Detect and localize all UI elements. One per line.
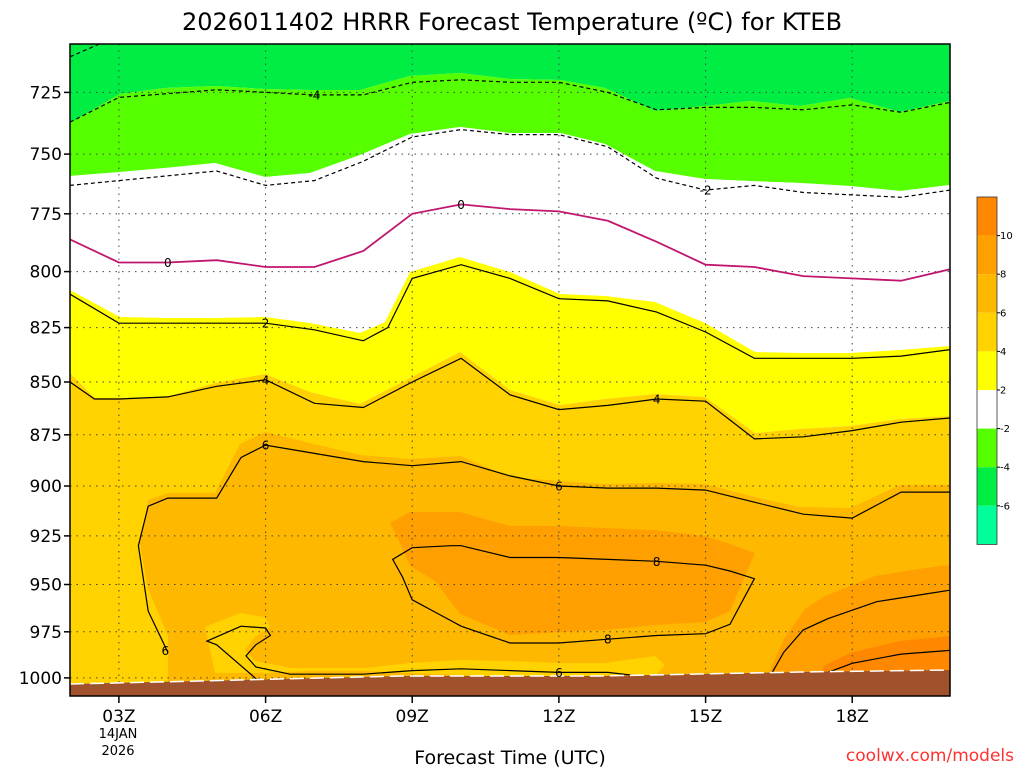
contour-line-minus4-1 <box>70 79 950 123</box>
contour-label-10: 6 <box>555 666 563 680</box>
contour-label-7: 6 <box>262 439 270 453</box>
colorbar-label-4: 2 <box>1000 386 1006 397</box>
x-tick-label-18Z: 18Z <box>836 707 869 727</box>
ground <box>70 670 950 696</box>
contour-line-minus2-2 <box>70 128 950 198</box>
band-below-minus4 <box>70 44 950 123</box>
colorbar-label-5: -2 <box>1000 424 1010 435</box>
y-tick-label-975: 975 <box>30 623 62 643</box>
contour-line-6-6 <box>137 444 950 653</box>
y-tick-label-1000: 1000 <box>19 669 62 689</box>
y-tick-label-825: 825 <box>30 319 62 339</box>
x-tick-label-12Z: 12Z <box>542 707 575 727</box>
y-tick-label-750: 750 <box>30 145 62 165</box>
x-tick-label-03Z: 03Z <box>102 707 135 727</box>
chart-title: 2026011402 HRRR Forecast Temperature (ºC… <box>182 8 842 36</box>
contour-line-0-3 <box>70 203 950 282</box>
contour-label-11: 8 <box>653 555 661 569</box>
colorbar-label-3: 4 <box>1000 347 1006 358</box>
colorbar-bin-4 <box>977 351 997 390</box>
colorbar: 10 8 6 4 2 -2 -4 -6 <box>976 196 1013 545</box>
plot-frame <box>69 43 951 697</box>
band-2-to-4 <box>70 257 950 433</box>
contour-label-9: 6 <box>161 644 169 658</box>
contour-label-12: 8 <box>604 633 612 647</box>
contour-line-8-8 <box>391 545 756 644</box>
y-tick-label-875: 875 <box>30 426 62 446</box>
y-tick-label-950: 950 <box>30 576 62 596</box>
colorbar-bin-3 <box>977 312 997 352</box>
colorbar-label-6: -4 <box>1000 463 1010 474</box>
y-tick-label-775: 775 <box>30 205 62 225</box>
y-tick-label-800: 800 <box>30 263 62 283</box>
colorbar-bin-8 <box>977 505 997 545</box>
x-tick-label-09Z: 09Z <box>396 707 429 727</box>
x-axis-label: Forecast Time (UTC) <box>414 747 605 768</box>
contour-label-8: 6 <box>555 480 563 494</box>
contour-line-4-5 <box>70 357 950 440</box>
y-tick-label-725: 725 <box>30 83 62 103</box>
plot-area: -4 -2 0 0 2 4 4 6 6 6 6 8 8 <box>70 44 950 696</box>
colorbar-label-1: 8 <box>1000 270 1006 281</box>
contour-line-minus6-0 <box>70 44 100 58</box>
credit-text: coolwx.com/models <box>846 746 1014 766</box>
colorbar-label-0: 10 <box>1000 231 1013 242</box>
colorbar-bin-2 <box>977 274 997 313</box>
ground-edge <box>70 669 950 685</box>
contour-label-6: 4 <box>653 393 661 407</box>
colorbar-label-7: -6 <box>1000 501 1010 512</box>
colorbar-label-2: 6 <box>1000 308 1006 319</box>
x-sublabel-year: 2026 <box>101 744 134 759</box>
colorbar-bin-1 <box>977 235 997 275</box>
band-8-to-10-core <box>390 512 755 635</box>
contour-labels: -4 -2 0 0 2 4 4 6 6 6 6 8 8 <box>161 88 712 680</box>
colorbar-bin-5 <box>977 390 997 429</box>
band-minus2-to-2 <box>70 127 950 353</box>
contour-label-3: 0 <box>457 198 465 212</box>
y-tick-label-925: 925 <box>30 527 62 547</box>
band-minus4-to-minus2 <box>70 73 950 191</box>
x-tick-label-06Z: 06Z <box>249 707 282 727</box>
x-axis: 03Z 06Z 09Z 12Z 15Z 18Z <box>102 696 869 727</box>
contour-label-0: -4 <box>308 88 320 102</box>
colorbar-bin-6 <box>977 428 997 468</box>
contour-label-4: 2 <box>262 317 270 331</box>
y-axis: 725 750 775 800 825 850 875 900 925 950 975 1000 <box>19 83 70 689</box>
colorbar-bin-7 <box>977 467 997 506</box>
contour-label-1: -2 <box>700 184 712 198</box>
x-sublabel-date: 14JAN <box>99 727 138 742</box>
y-tick-label-900: 900 <box>30 477 62 497</box>
band-6-below-pocket <box>205 613 665 679</box>
grid <box>70 44 950 696</box>
contour-line-2-4 <box>70 264 950 359</box>
x-tick-label-15Z: 15Z <box>689 707 722 727</box>
contour-label-5: 4 <box>262 373 270 387</box>
colorbar-frame <box>976 196 998 545</box>
y-tick-label-850: 850 <box>30 373 62 393</box>
contour-label-2: 0 <box>164 256 172 270</box>
colorbar-bin-0 <box>977 197 997 236</box>
